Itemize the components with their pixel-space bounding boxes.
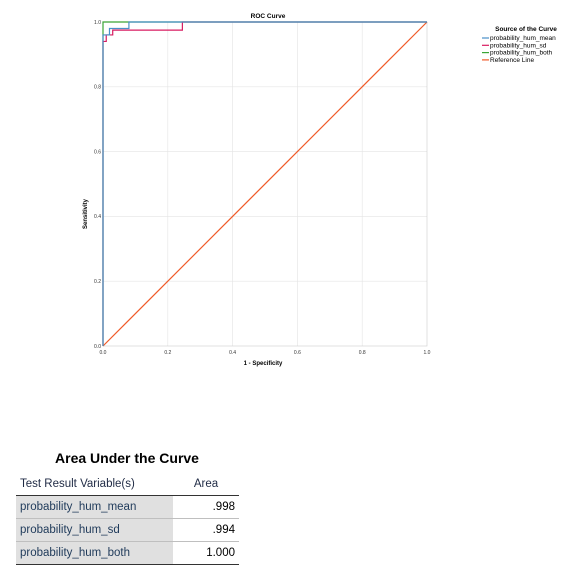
area-cell: 1.000	[173, 541, 239, 565]
variable-column-header: Test Result Variable(s)	[16, 473, 173, 496]
table-row: probability_hum_both 1.000	[16, 541, 239, 565]
x-tick-label: 0.6	[294, 350, 301, 356]
area-column-header: Area	[173, 473, 239, 496]
y-axis-label: Sensitivity	[83, 198, 89, 229]
table-row: probability_hum_mean .998	[16, 495, 239, 519]
x-tick-label: 0.0	[100, 350, 107, 356]
series-line-probability-hum-mean	[102, 21, 427, 346]
roc-chart: 0.0 0.2 0.4 0.6 0.8 1.0 0.0 0.2 0.4 0.6 0.8 1.0 ROC…	[83, 13, 557, 367]
auc-header-row: Test Result Variable(s) Area	[16, 473, 239, 496]
grid	[103, 22, 427, 346]
legend-entry: Reference Line	[490, 57, 534, 64]
legend-entry: probability_hum_mean	[490, 35, 556, 42]
area-cell: .994	[173, 518, 239, 542]
area-cell: .998	[173, 495, 239, 519]
chart-title: ROC Curve	[251, 13, 286, 20]
y-tick-label: 0.6	[94, 149, 101, 155]
legend: Source of the Curve probability_hum_mean…	[482, 26, 557, 64]
variable-cell: probability_hum_both	[16, 541, 173, 565]
legend-title: Source of the Curve	[495, 26, 557, 33]
y-tick-label: 0.8	[94, 85, 101, 91]
variable-cell: probability_hum_sd	[16, 518, 173, 542]
y-tick-label: 1.0	[94, 20, 101, 26]
y-tick-label: 0.2	[94, 279, 101, 285]
y-tick-label: 0.4	[94, 214, 101, 220]
series-group	[102, 21, 428, 347]
series-line-reference-line	[102, 21, 428, 347]
auc-table-title: Area Under the Curve	[55, 450, 199, 466]
y-tick-label: 0.0	[94, 344, 101, 350]
series-line-probability-hum-sd	[102, 21, 427, 346]
x-axis-label: 1 - Specificity	[244, 361, 283, 367]
tick-labels: 0.0 0.2 0.4 0.6 0.8 1.0 0.0 0.2 0.4 0.6 0.8 1.0	[94, 20, 431, 356]
legend-entry: probability_hum_both	[490, 50, 553, 57]
x-tick-label: 0.2	[164, 350, 171, 356]
variable-cell: probability_hum_mean	[16, 495, 173, 519]
x-tick-label: 0.8	[359, 350, 366, 356]
auc-table: Test Result Variable(s) Area probability…	[16, 473, 239, 565]
table-row: probability_hum_sd .994	[16, 518, 239, 542]
x-tick-label: 0.4	[229, 350, 236, 356]
legend-entry: probability_hum_sd	[490, 42, 547, 49]
x-tick-label: 1.0	[424, 350, 431, 356]
